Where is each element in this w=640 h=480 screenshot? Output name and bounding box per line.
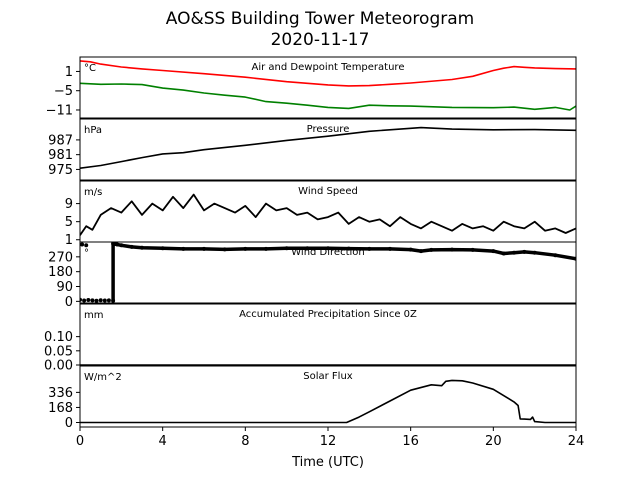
y-tick-label: 5 (65, 215, 73, 230)
panel-unit: °C (84, 63, 96, 74)
y-tick-label: 9 (65, 197, 73, 212)
panel-frame (79, 118, 577, 181)
x-tick-label: 12 (320, 434, 337, 449)
panel-frame (79, 303, 577, 366)
data-point (80, 242, 85, 247)
x-tick-label: 8 (241, 434, 249, 449)
series-line-0 (80, 126, 576, 169)
figure-title: AO&SS Building Tower Meteorogram (166, 9, 474, 29)
panel-4: 0.100.050.00 mm Accumulated Precipitation … (44, 303, 577, 374)
data-point (102, 298, 107, 303)
x-tick-label: 20 (485, 434, 502, 449)
y-tick-label: 270 (48, 250, 73, 265)
data-point (94, 298, 99, 303)
panel-title: Pressure (307, 124, 350, 135)
panel-title: Accumulated Precipitation Since 0Z (239, 309, 417, 320)
series-line-1 (80, 82, 576, 111)
y-tick-label: 1 (65, 233, 73, 248)
data-point (98, 298, 103, 303)
y-tick-label: 975 (48, 163, 73, 178)
data-point (106, 298, 111, 303)
x-axis-label: Time (UTC) (291, 455, 364, 470)
y-tick-label: −5 (54, 84, 73, 99)
panel-unit: hPa (84, 125, 102, 136)
y-tick-label: 0 (65, 295, 73, 310)
panel-title: Wind Speed (298, 186, 358, 197)
series-line-0 (80, 193, 576, 236)
panel-title: Wind Direction (291, 247, 365, 258)
y-tick-label: −11 (46, 103, 73, 118)
panel-frame (79, 241, 577, 304)
panel-unit: ° (84, 248, 89, 259)
data-point (82, 298, 87, 303)
series-group (80, 60, 576, 111)
x-axis: 0 4 8 12 16 20 24 (76, 427, 584, 449)
y-tick-label: 987 (48, 133, 73, 148)
data-point (86, 298, 91, 302)
y-tick-label: 336 (48, 386, 73, 401)
panel-title: Air and Dewpoint Temperature (252, 62, 405, 73)
series-group (80, 379, 576, 424)
panel-unit: m/s (84, 187, 102, 198)
x-tick-label: 16 (402, 434, 419, 449)
y-tick-label: 168 (48, 401, 73, 416)
y-tick-label: 180 (48, 265, 73, 280)
panel-2: 9 5 1 m/s Wind Speed (65, 180, 577, 248)
panel-0: 1 −5 −11 °C Air and Dewpoint Temperature (46, 56, 577, 119)
panel-frame (79, 56, 577, 119)
panels: 1−5−11°C Air and Dewpoint Temperature9879… (44, 56, 577, 431)
x-tick-label: 24 (568, 434, 585, 449)
y-tick-label: 1 (65, 65, 73, 80)
panel-unit: W/m^2 (84, 372, 122, 383)
data-point (90, 298, 95, 303)
series-line-0 (80, 379, 576, 424)
y-tick-label: 0.05 (44, 344, 73, 359)
data-point (84, 243, 89, 248)
series-group (80, 193, 576, 236)
x-tick-label: 4 (159, 434, 167, 449)
series-group (80, 126, 576, 169)
y-tick-label: 0.00 (44, 359, 73, 374)
figure-date: 2020-11-17 (271, 30, 370, 50)
y-tick-label: 0.10 (44, 330, 73, 345)
series-line-0 (80, 60, 576, 87)
wind-direction-band (111, 242, 576, 301)
series-group (80, 242, 576, 303)
y-tick-label: 90 (56, 280, 73, 295)
panel-title: Solar Flux (303, 371, 353, 382)
y-tick-label: 0 (65, 416, 73, 431)
x-tick-label: 0 (76, 434, 84, 449)
panel-unit: mm (84, 310, 103, 321)
y-tick-label: 981 (48, 148, 73, 163)
